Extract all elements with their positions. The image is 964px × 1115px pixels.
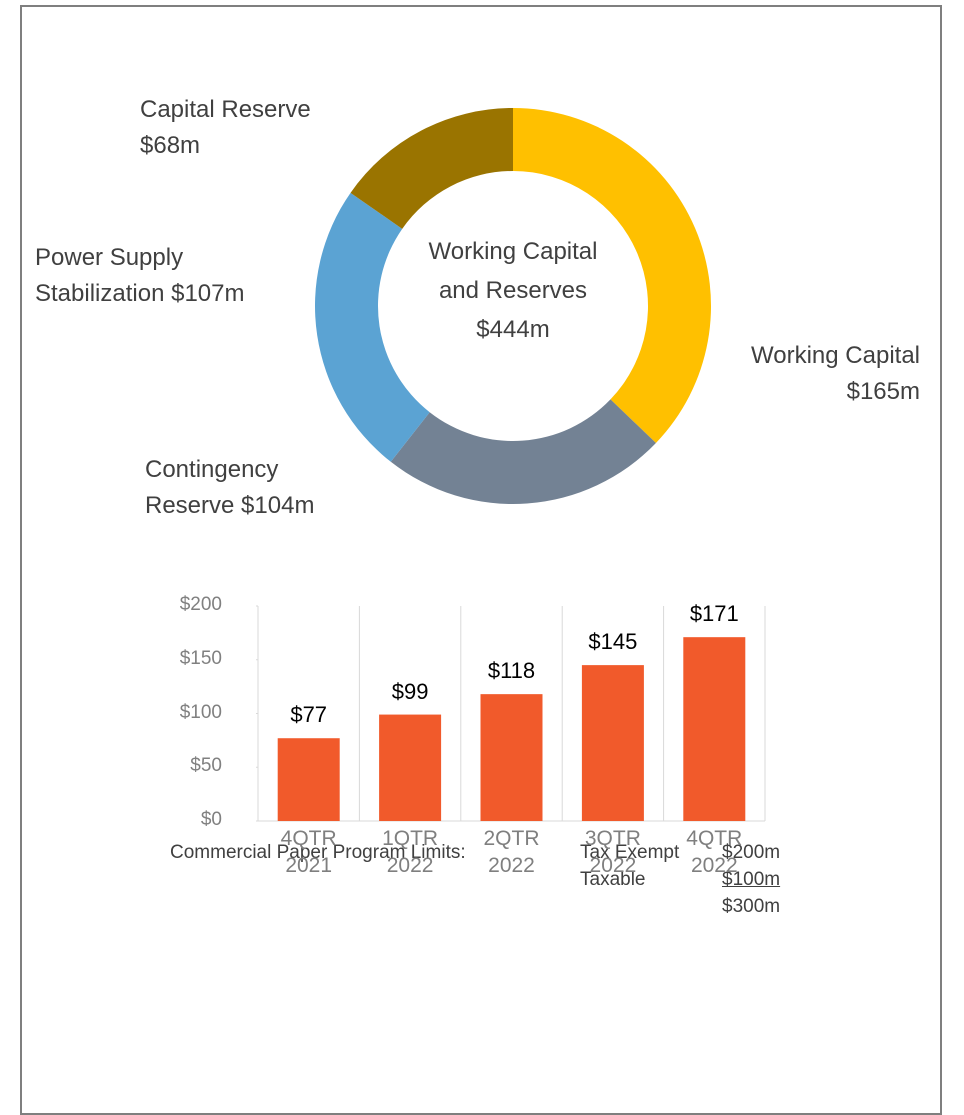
notes-title: Commercial Paper Program Limits: xyxy=(170,842,466,863)
data-label: $171 xyxy=(674,601,754,627)
y-tick-label: $200 xyxy=(162,594,222,616)
x-tick-label: 3QTR 2022 xyxy=(578,825,648,879)
y-tick-label: $50 xyxy=(162,755,222,777)
center-label: Working Capital and Reserves xyxy=(428,238,598,304)
data-label: $118 xyxy=(472,658,552,684)
slice-label: Power Supply Stabilization $107m xyxy=(35,240,295,312)
data-label: $145 xyxy=(573,629,653,655)
donut-slice xyxy=(390,399,656,504)
data-label-text: $118 xyxy=(487,658,536,684)
slice-value: $104m xyxy=(241,492,315,519)
data-label-text: $77 xyxy=(290,702,328,728)
x-tick-label: 2QTR 2022 xyxy=(477,825,547,879)
data-label: $77 xyxy=(269,702,349,728)
bar xyxy=(581,665,644,821)
bar xyxy=(480,694,543,821)
y-tick-text: $200 xyxy=(179,594,222,615)
slice-value: $107m xyxy=(171,280,245,307)
data-label-text: $145 xyxy=(588,629,638,655)
note-value: $200m xyxy=(722,842,781,863)
y-tick-label: $150 xyxy=(162,648,222,670)
donut-slice xyxy=(350,107,513,229)
note-total: $300m xyxy=(722,896,781,917)
y-tick-text: $150 xyxy=(179,647,222,669)
slice-label: Capital Reserve $68m xyxy=(140,92,360,164)
note-value: $100m xyxy=(722,869,781,890)
note-name: Tax Exempt xyxy=(580,842,680,863)
bar xyxy=(683,637,746,821)
donut-slice xyxy=(315,192,430,462)
bar xyxy=(379,714,442,821)
total-label: $444m xyxy=(476,316,550,343)
slice-label: Contingency Reserve $104m xyxy=(145,452,365,524)
x-tick-text: 1QTR 2022 xyxy=(382,827,439,877)
x-tick-text: 4QTR 2022 xyxy=(686,827,743,877)
slice-name: Contingency Reserve xyxy=(145,456,279,519)
note-name: Taxable xyxy=(580,869,646,890)
x-tick-label: 1QTR 2022 xyxy=(375,825,445,879)
x-tick-text: 3QTR 2022 xyxy=(584,827,641,877)
y-tick-text: $50 xyxy=(190,755,222,777)
slice-name: Capital Reserve xyxy=(140,96,311,123)
data-label: $99 xyxy=(370,679,450,705)
slice-label: Working Capital $165m xyxy=(700,338,920,410)
donut-slice xyxy=(513,108,711,444)
y-tick-label: $0 xyxy=(162,809,222,831)
x-tick-label: 4QTR 2021 xyxy=(274,825,344,879)
y-tick-label: $100 xyxy=(162,702,222,724)
data-label-text: $171 xyxy=(689,601,739,627)
x-tick-text: 4QTR 2021 xyxy=(280,827,337,877)
y-tick-text: $0 xyxy=(200,809,222,830)
slice-name: Power Supply Stabilization xyxy=(35,244,184,307)
x-tick-label: 4QTR 2022 xyxy=(679,825,749,879)
slice-value: $68m xyxy=(140,132,201,159)
bar xyxy=(277,738,340,821)
slice-name: Working Capital xyxy=(751,342,920,369)
donut-center: Working Capital and Reserves $444m xyxy=(418,232,608,349)
slice-value: $165m xyxy=(846,378,920,405)
y-tick-text: $100 xyxy=(179,701,222,723)
data-label-text: $99 xyxy=(391,678,429,704)
x-tick-text: 2QTR 2022 xyxy=(483,827,540,877)
